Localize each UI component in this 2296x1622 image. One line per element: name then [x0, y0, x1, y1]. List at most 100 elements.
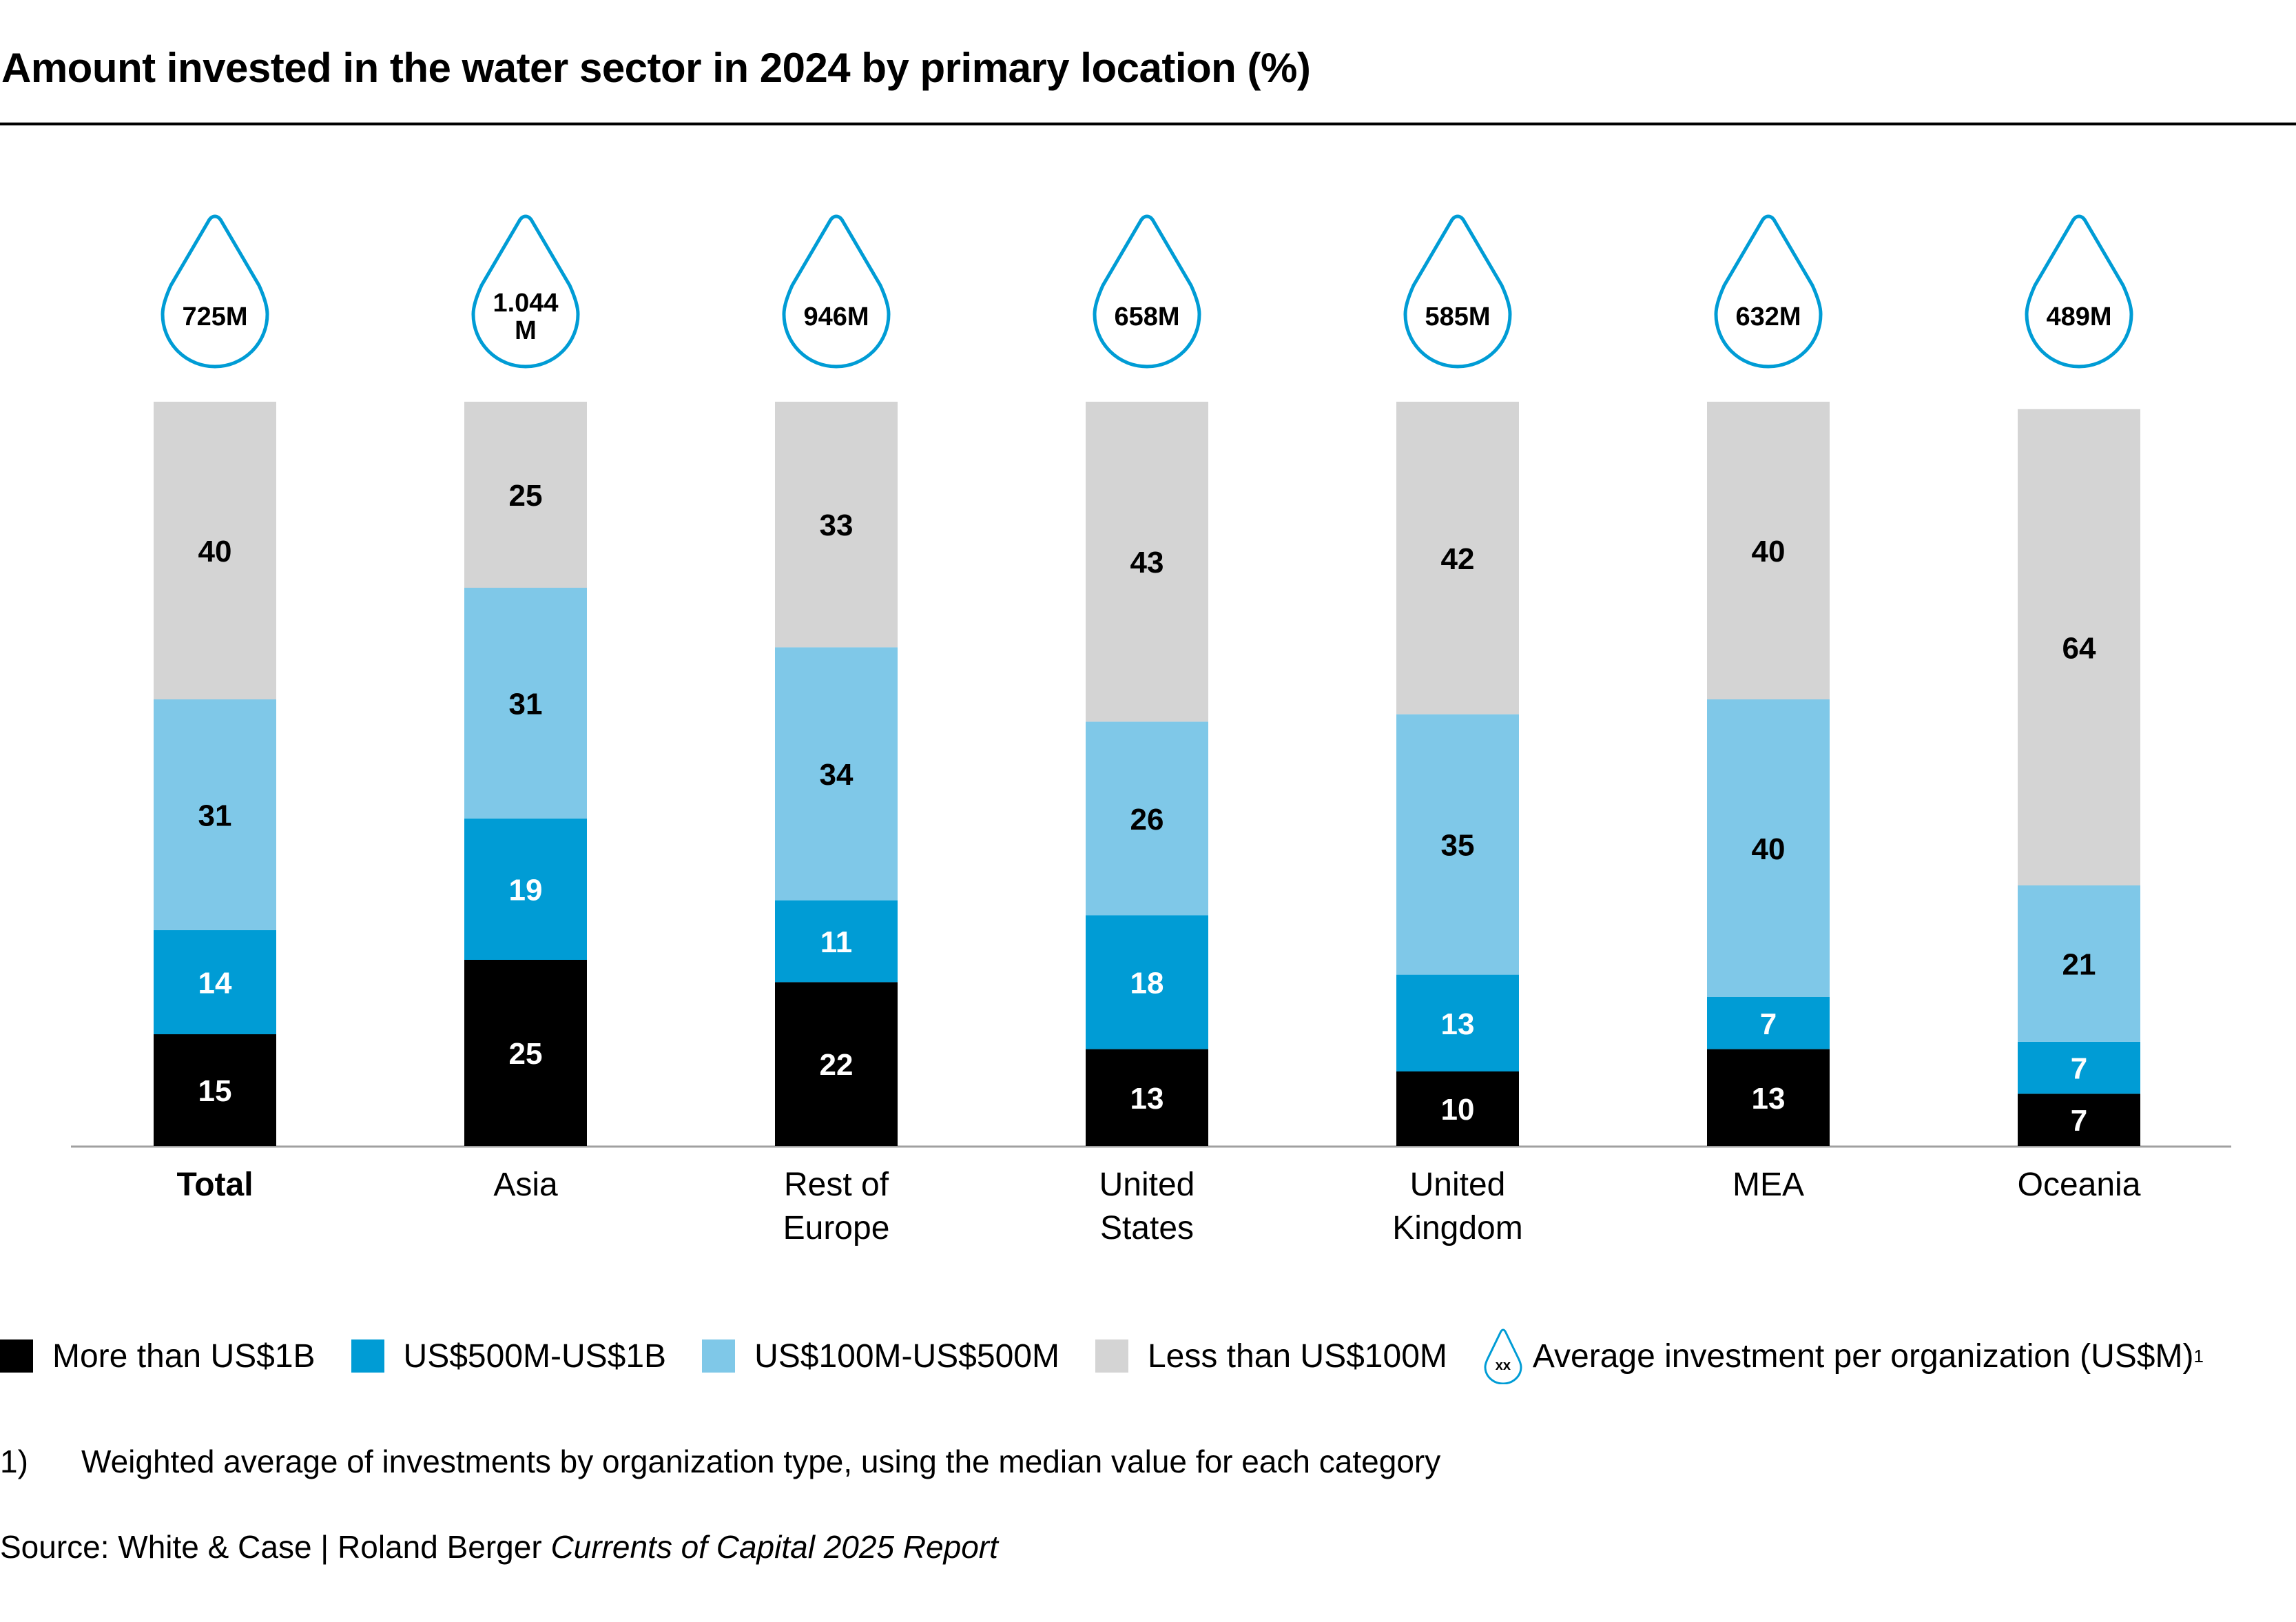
segment-value-label: 25	[509, 1037, 543, 1071]
average-investment-label: M	[515, 316, 537, 345]
average-investment-label: 658M	[1114, 302, 1179, 331]
segment-value-label: 40	[1752, 832, 1786, 866]
source-report-title: Currents of Capital 2025 Report	[550, 1529, 998, 1565]
segment-value-label: 22	[820, 1048, 854, 1082]
category-label: United	[1410, 1167, 1506, 1203]
footnote-number: 1)	[0, 1444, 28, 1479]
bar-group-rest-of-europe: 22 11 34 33 Rest of Europe 946M	[775, 214, 898, 1246]
bar-segment	[464, 818, 587, 960]
water-drop-icon	[1403, 214, 1512, 369]
bar-segment	[1396, 714, 1519, 975]
bar-segment	[1086, 1049, 1208, 1146]
category-label: Kingdom	[1392, 1210, 1522, 1246]
bar-segment	[1707, 1049, 1830, 1146]
segment-value-label: 11	[820, 925, 853, 959]
water-drop-icon	[782, 214, 891, 369]
bar-segment	[154, 699, 276, 930]
bar-group-united-kingdom: 10 13 35 42 United Kingdom 585M	[1392, 214, 1523, 1246]
average-investment-label: 1.044	[493, 289, 558, 318]
category-label: Rest of	[784, 1167, 889, 1203]
average-investment-label: 489M	[2046, 302, 2111, 331]
legend-swatch	[1095, 1339, 1128, 1373]
bar-segment	[1086, 721, 1208, 916]
category-label: Europe	[783, 1210, 890, 1246]
legend-drop-placeholder: xx	[1495, 1358, 1511, 1373]
legend-swatch	[702, 1339, 736, 1373]
legend-item-less-than-100m: Less than US$100M	[1095, 1337, 1447, 1375]
segment-value-label: 25	[509, 479, 543, 513]
bar-segment	[464, 588, 587, 819]
legend-label: Average investment per organization (US$…	[1532, 1337, 2194, 1375]
segment-value-label: 7	[2071, 1052, 2087, 1086]
bar-segment	[1396, 402, 1519, 715]
segment-value-label: 33	[820, 509, 854, 542]
segment-value-label: 10	[1441, 1093, 1475, 1127]
bar-group-united-states: 13 18 26 43 United States 658M	[1086, 214, 1208, 1246]
bar-group-oceania: 7 7 21 64 Oceania 489M	[2018, 214, 2141, 1203]
segment-value-label: 31	[509, 687, 543, 721]
segment-value-label: 40	[198, 535, 232, 568]
average-investment-label: 946M	[803, 302, 869, 331]
legend-item-100m-500m: US$100M-US$500M	[702, 1337, 1059, 1375]
water-drop-icon	[471, 214, 580, 369]
bar-segment	[1396, 1071, 1519, 1146]
source-prefix: Source: White & Case | Roland Berger	[0, 1529, 551, 1565]
segment-value-label: 35	[1441, 829, 1475, 863]
bar-segment	[464, 960, 587, 1146]
segment-value-label: 21	[2062, 947, 2096, 981]
segment-value-label: 64	[2062, 631, 2096, 665]
bar-segment	[775, 402, 898, 648]
segment-value-label: 18	[1130, 966, 1164, 1000]
bar-segment	[775, 982, 898, 1146]
average-investment-label: 725M	[182, 302, 247, 331]
segment-value-label: 7	[1760, 1007, 1777, 1041]
segment-value-label: 43	[1130, 546, 1164, 579]
segment-value-label: 13	[1441, 1007, 1475, 1041]
average-investment-label: 632M	[1735, 302, 1801, 331]
segment-value-label: 34	[820, 758, 854, 792]
legend-label: US$500M-US$1B	[403, 1337, 667, 1375]
bar-segment	[2018, 885, 2140, 1042]
legend-swatch	[351, 1339, 384, 1373]
bar-segment	[154, 402, 276, 699]
bar-segment	[154, 930, 276, 1034]
water-drop-icon	[2025, 214, 2133, 369]
bar-segment	[1086, 915, 1208, 1049]
legend-swatch	[0, 1339, 33, 1373]
segment-value-label: 40	[1752, 535, 1786, 568]
category-label: Total	[176, 1167, 253, 1203]
segment-value-label: 26	[1130, 803, 1164, 836]
category-label: Asia	[493, 1167, 558, 1203]
legend-label: US$100M-US$500M	[754, 1337, 1059, 1375]
legend-item-average-investment: xx Average investment per organization (…	[1483, 1328, 2204, 1384]
chart-title: Amount invested in the water sector in 2…	[1, 45, 1311, 91]
legend-label: Less than US$100M	[1147, 1337, 1447, 1375]
bar-segment	[2018, 1094, 2140, 1146]
category-label: United	[1099, 1167, 1195, 1203]
segment-value-label: 19	[509, 873, 543, 907]
bar-group-mea: 13 7 40 40 MEA 632M	[1707, 214, 1830, 1203]
water-drop-icon	[161, 214, 269, 369]
water-drop-icon	[1093, 214, 1201, 369]
bar-segment	[464, 402, 587, 588]
segment-value-label: 13	[1752, 1082, 1786, 1116]
legend-label: More than US$1B	[52, 1337, 316, 1375]
average-investment-label: 585M	[1425, 302, 1490, 331]
legend-item-more-than-1b: More than US$1B	[0, 1337, 316, 1375]
legend-item-500m-1b: US$500M-US$1B	[351, 1337, 667, 1375]
bar-segment	[1707, 402, 1830, 699]
bar-segment	[1707, 699, 1830, 997]
bar-segment	[2018, 1041, 2140, 1094]
bar-segment	[2018, 409, 2140, 885]
segment-value-label: 15	[198, 1074, 232, 1108]
water-drop-icon	[1714, 214, 1823, 369]
category-label: Oceania	[2018, 1167, 2141, 1203]
bar-segment	[775, 900, 898, 983]
bar-group-total: 15 14 31 40 Total 725M	[154, 214, 276, 1203]
legend: More than US$1B US$500M-US$1B US$100M-US…	[0, 1328, 2204, 1384]
bar-segment	[775, 647, 898, 901]
title-divider	[0, 122, 2296, 125]
bar-segment	[1086, 402, 1208, 722]
